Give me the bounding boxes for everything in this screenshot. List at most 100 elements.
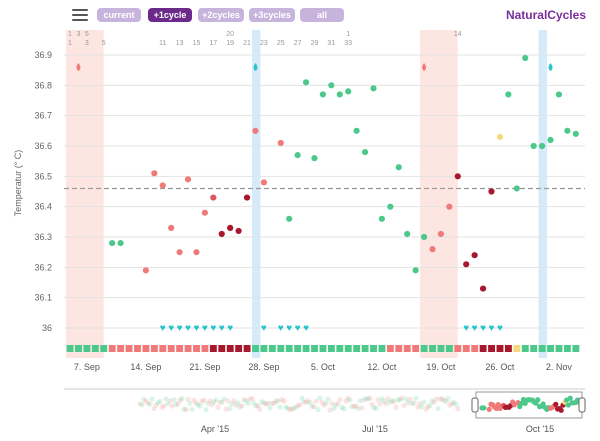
view-2cycles-button[interactable]: +2cycles bbox=[198, 8, 244, 22]
cycle-day-label: 11 bbox=[159, 40, 166, 47]
day-status-square bbox=[437, 345, 445, 352]
day-status-row bbox=[66, 345, 580, 352]
drop-icon bbox=[422, 63, 427, 71]
overview-point bbox=[163, 396, 169, 402]
view-current-button[interactable]: current bbox=[97, 8, 141, 22]
overview-point bbox=[389, 398, 395, 404]
temperature-point bbox=[387, 203, 394, 210]
temperature-point bbox=[547, 136, 554, 144]
day-status-square bbox=[488, 345, 495, 352]
date-label: 2. Nov bbox=[546, 362, 573, 372]
date-label: 19. Oct bbox=[426, 362, 456, 372]
date-label: 5. Oct bbox=[311, 362, 336, 372]
overview-point bbox=[327, 407, 333, 413]
overview-point bbox=[305, 397, 311, 404]
y-tick-label: 36.9 bbox=[34, 50, 52, 60]
day-status-square bbox=[521, 345, 529, 352]
day-status-square bbox=[184, 345, 192, 352]
temperature-point bbox=[538, 142, 546, 150]
day-status-square bbox=[294, 345, 302, 352]
y-tick-label: 36.1 bbox=[34, 293, 52, 303]
intercourse-hearts: ♥ ♥ ♥ ♥ ♥ ♥ ♥ ♥ ♥ ♥ ♥ ♥ ♥ ♥ ♥ ♥ ♥ ♥ ♥ bbox=[160, 323, 503, 334]
overview-point bbox=[329, 400, 335, 407]
overview-point bbox=[167, 398, 173, 404]
view-all-button[interactable]: all bbox=[300, 8, 344, 22]
day-status-square bbox=[260, 345, 268, 352]
overview-point bbox=[261, 400, 267, 406]
hamburger-menu-icon[interactable] bbox=[72, 9, 88, 21]
overview-point bbox=[307, 400, 313, 406]
view-3cycles-button[interactable]: +3cycles bbox=[249, 8, 295, 22]
overview-point bbox=[431, 399, 437, 405]
overview-point bbox=[297, 402, 303, 408]
temperature-point bbox=[564, 127, 571, 134]
temperature-point bbox=[420, 233, 428, 241]
overview-point bbox=[245, 400, 251, 407]
overview-point bbox=[203, 407, 209, 413]
day-status-square bbox=[420, 345, 428, 352]
view-1cycle-button[interactable]: +1cycle bbox=[148, 8, 192, 22]
overview-point bbox=[347, 397, 353, 403]
y-tick-label: 36.2 bbox=[34, 262, 52, 272]
overview-point bbox=[451, 399, 457, 406]
cycle-day-label: 23 bbox=[260, 40, 268, 47]
temperature-point bbox=[345, 88, 352, 95]
temperature-point bbox=[471, 252, 478, 259]
temperature-point bbox=[336, 91, 343, 98]
day-status-square bbox=[454, 345, 462, 352]
overview-point bbox=[179, 396, 185, 402]
cycle-day-label: 5 bbox=[102, 40, 106, 47]
overview-point bbox=[409, 401, 415, 407]
overview-point bbox=[255, 403, 261, 409]
y-tick-label: 36.7 bbox=[34, 111, 52, 121]
cycle-day-label: 3 bbox=[76, 31, 80, 38]
overview-point bbox=[159, 404, 165, 410]
overview-point bbox=[345, 395, 351, 401]
y-tick-label: 36.4 bbox=[34, 202, 52, 212]
overview-point bbox=[443, 399, 449, 405]
overview-point bbox=[455, 406, 461, 412]
cycle-day-label: 1 bbox=[68, 31, 72, 38]
cycle-day-label: 20 bbox=[226, 31, 234, 38]
overview-point bbox=[363, 395, 369, 402]
day-status-square bbox=[412, 345, 420, 352]
overview-point bbox=[401, 402, 407, 409]
overview-point bbox=[481, 405, 487, 411]
day-status-square bbox=[285, 345, 293, 352]
day-status-square bbox=[361, 345, 369, 352]
cycle-day-label: 5 bbox=[85, 31, 89, 38]
overview-point bbox=[223, 406, 229, 412]
day-status-square bbox=[243, 345, 251, 352]
overview-point bbox=[417, 400, 423, 407]
overview-point bbox=[567, 395, 573, 401]
temperature-point bbox=[446, 203, 453, 210]
overview-point bbox=[383, 401, 389, 407]
heart-icon: ♥ bbox=[463, 323, 469, 334]
x-axis-dates: 7. Sep 14. Sep 21. Sep 28. Sep 5. Oct 12. Oct… bbox=[74, 362, 573, 372]
overview-point bbox=[237, 404, 243, 410]
overview-point bbox=[271, 400, 277, 406]
day-status-square bbox=[209, 345, 217, 352]
overview-point bbox=[155, 400, 161, 406]
overview-point bbox=[205, 400, 211, 406]
overview-point bbox=[419, 404, 425, 410]
overview-point bbox=[139, 402, 145, 408]
day-status-square bbox=[142, 345, 150, 352]
overview-point bbox=[197, 403, 203, 409]
date-label: 28. Sep bbox=[248, 362, 279, 372]
temperature-point bbox=[319, 91, 326, 98]
day-status-square bbox=[327, 345, 335, 352]
overview-point bbox=[229, 401, 235, 407]
y-axis-ticks: 36.9 36.8 36.7 36.6 36.5 36.4 36.3 36.2 36.1 36 bbox=[34, 50, 52, 333]
overview-point bbox=[323, 400, 329, 406]
day-status-square bbox=[159, 345, 167, 352]
day-status-square bbox=[370, 345, 377, 352]
day-status-square bbox=[83, 345, 91, 352]
overview-point bbox=[191, 397, 197, 403]
overview-point bbox=[181, 406, 187, 412]
period-band bbox=[66, 30, 104, 358]
overview-handle-left bbox=[471, 397, 479, 413]
heart-icon: ♥ bbox=[177, 323, 183, 334]
heart-icon: ♥ bbox=[227, 323, 233, 334]
